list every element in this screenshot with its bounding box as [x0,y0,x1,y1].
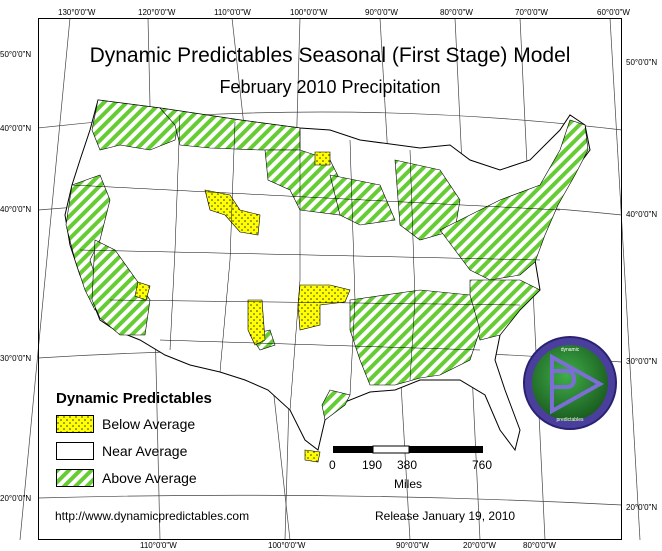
graticule-label: 80°0'0"W [523,541,556,550]
below-average-regions [134,151,351,463]
graticule-label: 50°0'0"N [0,50,32,59]
graticule-label: 30°0'0"N [626,357,658,366]
graticule-label: 110°0'0"W [214,8,251,17]
legend-swatch-above [56,469,94,487]
map-subtitle: February 2010 Precipitation [219,77,441,97]
graticule-label: 40°0'0"N [0,205,32,214]
map-frame [38,18,622,540]
footer-url[interactable]: http://www.dynamicpredictables.com [55,509,250,523]
graticule-label: 130°0'0"W [58,8,96,17]
graticule-label: 40°0'0"N [626,210,658,219]
map-title: Dynamic Predictables Seasonal (First Sta… [89,44,571,67]
legend-title: Dynamic Predictables [56,390,212,407]
graticule-label: 20°0'0"N [626,503,658,512]
legend-label: Near Average [102,443,188,459]
graticule-label: 60°0'0"W [597,8,630,17]
graticule-label: 100°0'0"W [268,541,306,550]
legend-label: Below Average [102,416,196,432]
graticule-label: 80°0'0"W [440,8,473,17]
graticule-label: 90°0'0"W [396,541,429,550]
legend-label: Above Average [102,470,197,486]
legend-swatch-below [56,415,94,433]
scale-tick: 190 [362,458,383,472]
scale-unit: Miles [394,477,423,491]
graticule-label: 70°0'0"W [515,8,548,17]
graticule-label: 40°0'0"N [0,124,32,133]
graticule-label: 30°0'0"N [0,354,32,363]
graticule-label: 90°0'0"W [365,8,398,17]
graticule-label: 120°0'0"W [138,8,176,17]
scale-tick: 380 [397,458,418,472]
scale-tick: 760 [472,458,493,472]
scale-tick: 0 [329,458,336,472]
legend-swatch-near [56,442,94,460]
dynamic-predictables-logo: dynamic predictables [523,336,617,430]
graticule-label: 50°0'0"N [626,58,658,67]
logo-text-bottom: predictables [557,417,584,423]
graticule-label: 20°0'0"W [463,541,496,550]
footer-release: Release January 19, 2010 [375,509,516,523]
graticule-label: 100°0'0"W [290,8,328,17]
scale-bar [333,445,483,454]
above-average-regions [65,99,589,421]
logo-text-top: dynamic [561,347,580,353]
graticule-label: 20°0'0"N [0,494,32,503]
division-lines [71,114,561,411]
graticule-label: 110°0'0"W [140,541,177,550]
